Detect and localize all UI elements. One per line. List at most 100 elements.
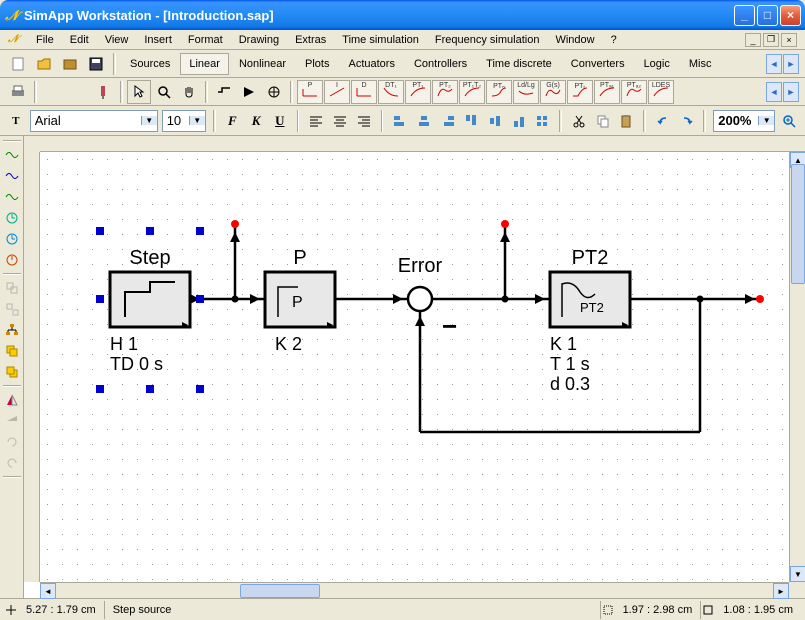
zoom-dropdown-icon[interactable]: ▼	[758, 116, 774, 125]
menu-drawing[interactable]: Drawing	[231, 32, 287, 48]
scrollbar-vertical[interactable]: ▲ ▼	[789, 152, 805, 582]
lt-group[interactable]	[2, 278, 22, 298]
lt-rot2[interactable]	[2, 453, 22, 473]
block-pt2[interactable]: PT₂	[432, 80, 458, 104]
menu-window[interactable]: Window	[547, 32, 602, 48]
lt-wave1[interactable]	[2, 145, 22, 165]
sum-tool[interactable]	[262, 80, 286, 104]
fontsize-select[interactable]: ▼	[162, 110, 206, 132]
align-center[interactable]	[330, 109, 350, 133]
scroll-thumb-v[interactable]	[791, 164, 805, 284]
close-doc-button[interactable]	[58, 52, 82, 76]
bold-button[interactable]: F	[223, 109, 243, 133]
align-obj-hcenter[interactable]	[414, 109, 434, 133]
align-obj-bottom[interactable]	[509, 109, 529, 133]
tab-sources[interactable]: Sources	[121, 53, 179, 75]
lt-clock3[interactable]	[2, 250, 22, 270]
tab-controllers[interactable]: Controllers	[405, 53, 476, 75]
block-pta2[interactable]: PTₐ₂	[621, 80, 647, 104]
paste-button[interactable]	[617, 109, 637, 133]
tab-misc[interactable]: Misc	[680, 53, 721, 75]
scrollbar-horizontal[interactable]: ◄ ►	[40, 582, 789, 598]
zoom-tool[interactable]	[152, 80, 176, 104]
block-ldes[interactable]: LDES	[648, 80, 674, 104]
ruler-horizontal[interactable]	[40, 136, 805, 152]
lt-back[interactable]	[2, 362, 22, 382]
fontsize-dropdown-icon[interactable]: ▼	[189, 116, 205, 125]
zoom-in-button[interactable]	[779, 109, 799, 133]
menu-file[interactable]: File	[28, 32, 62, 48]
redo-button[interactable]	[677, 109, 697, 133]
underline-button[interactable]: U	[270, 109, 290, 133]
scroll-left[interactable]: ◄	[40, 583, 56, 599]
wire-tool[interactable]	[212, 80, 236, 104]
blocks-next[interactable]: ►	[783, 82, 799, 102]
lt-clock1[interactable]	[2, 208, 22, 228]
print-button[interactable]	[6, 80, 30, 104]
font-size-input[interactable]	[163, 113, 189, 128]
lt-fliph[interactable]	[2, 390, 22, 410]
block-pt2[interactable]: PT2 PT2 K 1 T 1 s d 0.3	[550, 247, 630, 394]
tab-plots[interactable]: Plots	[296, 53, 338, 75]
ruler-vertical[interactable]	[24, 152, 40, 582]
font-dropdown-icon[interactable]: ▼	[141, 116, 157, 125]
probe-tool[interactable]	[92, 80, 116, 104]
menu-freqsim[interactable]: Frequency simulation	[427, 32, 548, 48]
block-i[interactable]: I	[324, 80, 350, 104]
menu-format[interactable]: Format	[180, 32, 231, 48]
block-p[interactable]: P P K 2	[265, 247, 335, 354]
probe-3[interactable]	[756, 295, 764, 303]
block-step[interactable]: Step H 1 TD 0 s	[110, 247, 190, 374]
block-pt1t2[interactable]: PT₁T₂	[459, 80, 485, 104]
tab-next[interactable]: ►	[783, 54, 799, 74]
maximize-button[interactable]: □	[757, 5, 778, 26]
open-button[interactable]	[32, 52, 56, 76]
align-grid[interactable]	[533, 109, 553, 133]
block-gs[interactable]: G(s)	[540, 80, 566, 104]
tab-logic[interactable]: Logic	[635, 53, 679, 75]
menu-insert[interactable]: Insert	[136, 32, 180, 48]
font-select[interactable]: ▼	[30, 110, 158, 132]
pan-tool[interactable]	[177, 80, 201, 104]
tab-actuators[interactable]: Actuators	[340, 53, 404, 75]
lt-wave3[interactable]	[2, 187, 22, 207]
lt-front[interactable]	[2, 341, 22, 361]
tab-converters[interactable]: Converters	[562, 53, 634, 75]
align-left[interactable]	[306, 109, 326, 133]
align-right[interactable]	[354, 109, 374, 133]
align-obj-vcenter[interactable]	[485, 109, 505, 133]
scroll-right[interactable]: ►	[773, 583, 789, 599]
mdi-close[interactable]: ×	[781, 33, 797, 47]
arrow-tool[interactable]	[237, 80, 261, 104]
blocks-prev[interactable]: ◄	[766, 82, 782, 102]
menu-timesim[interactable]: Time simulation	[334, 32, 427, 48]
lt-hier[interactable]	[2, 320, 22, 340]
block-ptt[interactable]: PTₜ	[567, 80, 593, 104]
new-button[interactable]	[6, 52, 30, 76]
canvas[interactable]: Step H 1 TD 0 s	[40, 152, 789, 582]
block-p[interactable]: P	[297, 80, 323, 104]
block-d[interactable]: D	[351, 80, 377, 104]
block-dt1[interactable]: DT₁	[378, 80, 404, 104]
tab-timediscrete[interactable]: Time discrete	[477, 53, 561, 75]
font-name-input[interactable]	[31, 113, 141, 128]
lt-flipv[interactable]	[2, 411, 22, 431]
mdi-minimize[interactable]: _	[745, 33, 761, 47]
italic-button[interactable]: K	[246, 109, 266, 133]
lt-clock2[interactable]	[2, 229, 22, 249]
tab-nonlinear[interactable]: Nonlinear	[230, 53, 295, 75]
block-pt1[interactable]: PT₁	[405, 80, 431, 104]
close-button[interactable]: ×	[780, 5, 801, 26]
copy-button[interactable]	[593, 109, 613, 133]
tab-prev[interactable]: ◄	[766, 54, 782, 74]
lt-rot1[interactable]	[2, 432, 22, 452]
align-obj-left[interactable]	[390, 109, 410, 133]
tab-linear[interactable]: Linear	[180, 53, 229, 75]
pointer-tool[interactable]	[127, 80, 151, 104]
lt-wave2[interactable]	[2, 166, 22, 186]
menu-edit[interactable]: Edit	[62, 32, 97, 48]
menu-help[interactable]: ?	[603, 32, 625, 48]
align-obj-right[interactable]	[438, 109, 458, 133]
save-button[interactable]	[84, 52, 108, 76]
menu-view[interactable]: View	[97, 32, 137, 48]
